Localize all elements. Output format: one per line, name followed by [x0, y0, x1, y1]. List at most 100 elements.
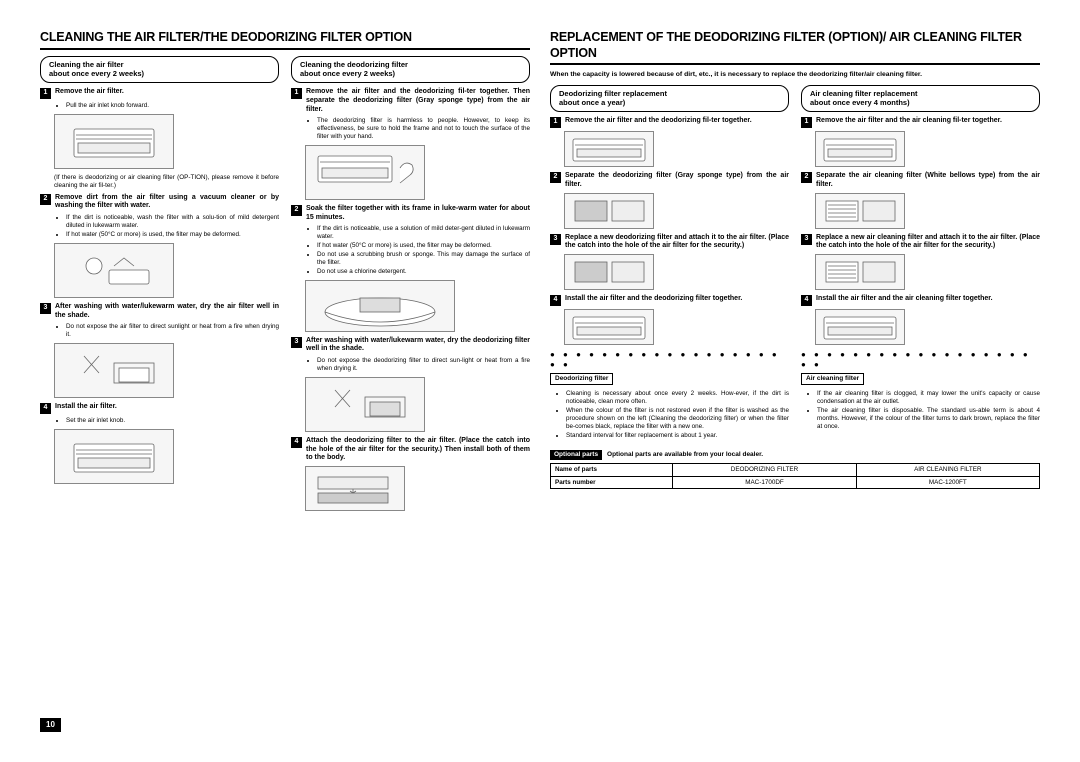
replace-deod-col: Deodorizing filter replacement about onc… [550, 85, 789, 444]
note: Do not expose the air filter to direct s… [66, 323, 279, 339]
notes: Set the air inlet knob. [54, 417, 279, 425]
step-num: 3 [801, 234, 812, 245]
step: 2 Separate the air cleaning filter (White… [801, 172, 1040, 190]
left-columns: Cleaning the air filter about once every… [40, 56, 530, 516]
right-title: REPLACEMENT OF THE DEODORIZING FILTER (O… [550, 30, 1040, 61]
step-num: 3 [40, 303, 51, 314]
head-l2: about once every 4 months) [810, 98, 910, 107]
cell: DEODORIZING FILTER [673, 463, 856, 476]
step-num: 1 [291, 88, 302, 99]
figure-dry [54, 343, 174, 398]
figure-unit [54, 114, 174, 169]
step-num: 4 [40, 403, 51, 414]
step-text: Replace a new deodorizing filter and att… [565, 234, 789, 252]
left-title: CLEANING THE AIR FILTER/THE DEODORIZING … [40, 30, 530, 46]
step-num: 2 [801, 172, 812, 183]
notes: If the dirt is noticeable, use a solutio… [305, 225, 530, 275]
step: 1 Remove the air filter and the air clean… [801, 117, 1040, 128]
step-num: 1 [801, 117, 812, 128]
cell: Name of parts [551, 463, 673, 476]
step: 4 Install the air filter. [40, 403, 279, 414]
step: 4 Attach the deodorizing filter to the a… [291, 437, 530, 463]
page-number: 10 [40, 718, 61, 732]
step-num: 4 [291, 437, 302, 448]
note: Pull the air inlet knob forward. [66, 102, 279, 110]
figure-unit [564, 309, 654, 345]
right-rule [550, 63, 1040, 65]
left-half: CLEANING THE AIR FILTER/THE DEODORIZING … [40, 30, 530, 732]
left-rule [40, 48, 530, 50]
right-intro: When the capacity is lowered because of … [550, 71, 1040, 79]
figure-unit-hand [305, 145, 425, 200]
step-text: After washing with water/lukewarm water,… [55, 303, 279, 321]
step: 4Install the air filter and the deodoriz… [550, 295, 789, 306]
head-l1: Cleaning the deodorizing filter [300, 60, 408, 69]
table-row: Parts number MAC-1700DF MAC-1200FT [551, 476, 1040, 489]
notes: The deodorizing filter is harmless to pe… [305, 117, 530, 141]
figure-attach [305, 466, 405, 511]
step-text: Replace a new air cleaning filter and at… [816, 234, 1040, 252]
note: The air cleaning filter is disposable. T… [817, 407, 1040, 431]
note: Cleaning is necessary about once every 2… [566, 390, 789, 406]
optional-parts: Optional parts Optional parts are availa… [550, 450, 1040, 490]
step: 3 After washing with water/lukewarm wate… [291, 337, 530, 355]
note: If hot water (50°C or more) is used, the… [66, 231, 279, 239]
clean-air-filter-col: Cleaning the air filter about once every… [40, 56, 279, 516]
note: Do not expose the deodorizing filter to … [317, 357, 530, 373]
step: 4 Install the air filter and the air clea… [801, 295, 1040, 306]
note-head-airclean: Air cleaning filter [801, 373, 864, 385]
step-num: 1 [40, 88, 51, 99]
divider-dots: ● ● ● ● ● ● ● ● ● ● ● ● ● ● ● ● ● ● ● ● [801, 350, 1040, 370]
step-num: 3 [550, 234, 561, 245]
note: Standard interval for filter replacement… [566, 432, 789, 440]
step-num: 4 [801, 295, 812, 306]
section-head-replace-airclean: Air cleaning filter replacement about on… [801, 85, 1040, 113]
step-text: Remove dirt from the air filter using a … [55, 194, 279, 212]
cell: AIR CLEANING FILTER [856, 463, 1039, 476]
optparts-text: Optional parts are available from your l… [604, 451, 763, 458]
head-l2: about once every 2 weeks) [300, 69, 395, 78]
step-text: Install the air filter and the air clean… [816, 295, 993, 306]
step-text: Soak the filter together with its frame … [306, 205, 530, 223]
cell: MAC-1200FT [856, 476, 1039, 489]
step-text: After washing with water/lukewarm water,… [306, 337, 530, 355]
cell: Parts number [551, 476, 673, 489]
step-text: Separate the air cleaning filter (White … [816, 172, 1040, 190]
note: If hot water (50°C or more) is used, the… [317, 242, 530, 250]
step: 2Separate the deodorizing filter (Gray s… [550, 172, 789, 190]
step-num: 2 [40, 194, 51, 205]
section-head-deod: Cleaning the deodorizing filter about on… [291, 56, 530, 84]
step-num: 1 [550, 117, 561, 128]
note: If the air cleaning filter is clogged, i… [817, 390, 1040, 406]
step-text: Install the air filter. [55, 403, 117, 414]
note: Set the air inlet knob. [66, 417, 279, 425]
head-l2: about once a year) [559, 98, 625, 107]
cell: MAC-1700DF [673, 476, 856, 489]
table-row: Name of parts DEODORIZING FILTER AIR CLE… [551, 463, 1040, 476]
figure-separate [564, 193, 654, 229]
notes: Pull the air inlet knob forward. [54, 102, 279, 110]
step: 2 Soak the filter together with its fram… [291, 205, 530, 223]
figure-dry [305, 377, 425, 432]
section-head-replace-deod: Deodorizing filter replacement about onc… [550, 85, 789, 113]
figure-unit [815, 309, 905, 345]
section-head-air: Cleaning the air filter about once every… [40, 56, 279, 84]
right-half: REPLACEMENT OF THE DEODORIZING FILTER (O… [550, 30, 1040, 732]
head-l1: Air cleaning filter replacement [810, 89, 918, 98]
step-text: Remove the air filter and the air cleani… [816, 117, 1002, 128]
figure-unit [54, 429, 174, 484]
head-l1: Deodorizing filter replacement [559, 89, 667, 98]
figure-unit [564, 131, 654, 167]
step-num: 2 [291, 205, 302, 216]
manual-page: CLEANING THE AIR FILTER/THE DEODORIZING … [40, 30, 1040, 732]
step-text: Attach the deodorizing filter to the air… [306, 437, 530, 463]
step-text: Remove the air filter and the deodorizin… [565, 117, 752, 128]
note: When the colour of the filter is not res… [566, 407, 789, 431]
notes: Do not expose the air filter to direct s… [54, 323, 279, 339]
step-num: 3 [291, 337, 302, 348]
notes: If the air cleaning filter is clogged, i… [805, 390, 1040, 430]
note: If the dirt is noticeable, wash the filt… [66, 214, 279, 230]
figure-soak [305, 280, 455, 332]
note: Do not use a chlorine detergent. [317, 268, 530, 276]
notes: Do not expose the deodorizing filter to … [305, 357, 530, 373]
